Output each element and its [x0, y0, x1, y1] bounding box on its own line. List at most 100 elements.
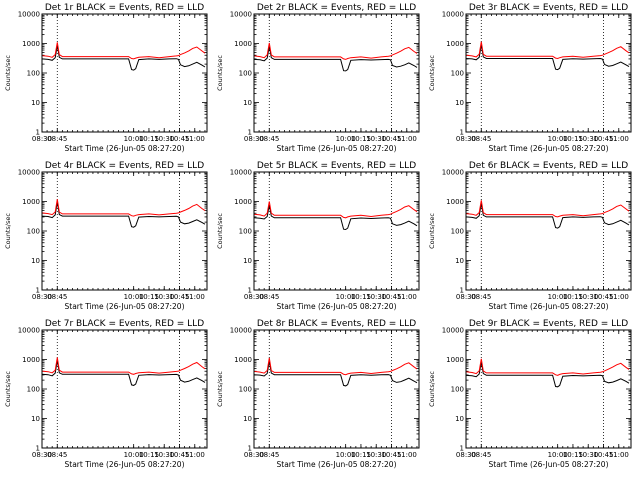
y-tick-label: 100 — [451, 70, 464, 78]
plot-frame — [465, 329, 632, 449]
x-axis-label: Start Time (26-Jun-05 08:27:20) — [277, 460, 397, 469]
x-axis-label: Start Time (26-Jun-05 08:27:20) — [489, 302, 609, 311]
x-axis-label: Start Time (26-Jun-05 08:27:20) — [489, 144, 609, 153]
x-tick-label: 08:30 — [244, 451, 264, 459]
x-tick-label: 08:30 — [456, 135, 476, 143]
y-tick-label: 10000 — [442, 169, 464, 177]
x-ticks — [253, 14, 418, 132]
panel-det-6: Det 6r BLACK = Events, RED = LLD Counts/s… — [428, 161, 632, 311]
x-tick-label: 10:00 — [124, 293, 144, 301]
y-tick-label: 1 — [248, 287, 252, 295]
panel-title: Det 1r BLACK = Events, RED = LLD — [45, 3, 204, 13]
x-tick-label: 10:00 — [336, 451, 356, 459]
panel-title: Det 2r BLACK = Events, RED = LLD — [257, 3, 416, 13]
y-ticks — [254, 329, 419, 449]
y-tick-label: 1 — [460, 129, 464, 137]
y-tick-label: 10 — [243, 415, 252, 423]
x-tick-label: 10:45 — [593, 135, 613, 143]
x-tick-label: 10:15 — [351, 135, 371, 143]
events-series-line — [465, 44, 630, 71]
x-tick-label: 10:00 — [124, 451, 144, 459]
lld-series-line — [465, 41, 630, 60]
x-tick-label: 11:00 — [397, 135, 417, 143]
y-ticks — [254, 13, 419, 133]
lld-series-line — [465, 200, 630, 218]
panel-det-2: Det 2r BLACK = Events, RED = LLD Counts/s… — [216, 3, 420, 153]
y-tick-label: 1000 — [234, 356, 252, 364]
y-axis-label: Counts/sec — [428, 55, 436, 91]
panel-title: Det 3r BLACK = Events, RED = LLD — [469, 3, 628, 13]
x-tick-label: 08:45 — [47, 135, 67, 143]
y-ticks — [466, 329, 631, 449]
y-tick-label: 1 — [460, 287, 464, 295]
lld-series-line — [41, 42, 206, 60]
x-tick-label: 08:30 — [32, 451, 52, 459]
x-tick-label: 10:45 — [169, 451, 189, 459]
x-axis-label: Start Time (26-Jun-05 08:27:20) — [489, 460, 609, 469]
panel-det-9: Det 9r BLACK = Events, RED = LLD Counts/s… — [428, 319, 632, 469]
y-tick-label: 1000 — [234, 40, 252, 48]
lld-series-line — [253, 357, 418, 376]
y-axis-label: Counts/sec — [4, 213, 12, 249]
x-tick-label: 10:15 — [563, 293, 583, 301]
x-tick-label: 10:45 — [381, 451, 401, 459]
y-tick-label: 1000 — [22, 356, 40, 364]
y-axis-label: Counts/sec — [216, 371, 224, 407]
y-tick-label: 10 — [31, 257, 40, 265]
x-tick-label: 10:30 — [366, 135, 386, 143]
y-tick-label: 10 — [31, 99, 40, 107]
x-ticks — [41, 14, 206, 132]
x-tick-label: 11:00 — [609, 293, 629, 301]
x-tick-label: 10:30 — [578, 293, 598, 301]
y-tick-label: 1000 — [446, 40, 464, 48]
events-series-line — [465, 362, 630, 388]
plot-frame — [41, 171, 208, 291]
y-tick-label: 10 — [455, 257, 464, 265]
y-tick-label: 1000 — [234, 198, 252, 206]
y-tick-label: 1 — [460, 445, 464, 453]
x-tick-label: 11:00 — [185, 135, 205, 143]
x-tick-label: 10:45 — [381, 293, 401, 301]
plot-frame — [41, 13, 208, 133]
panel-det-7: Det 7r BLACK = Events, RED = LLD Counts/s… — [4, 319, 208, 469]
y-tick-label: 1 — [36, 445, 40, 453]
y-tick-label: 10000 — [18, 169, 40, 177]
x-ticks — [465, 172, 630, 290]
lld-series-line — [253, 201, 418, 219]
x-tick-label: 08:30 — [32, 135, 52, 143]
x-tick-label: 10:15 — [139, 135, 159, 143]
x-tick-label: 10:00 — [548, 451, 568, 459]
y-axis-label: Counts/sec — [216, 55, 224, 91]
y-ticks — [42, 13, 207, 133]
x-tick-label: 10:30 — [154, 293, 174, 301]
x-axis-label: Start Time (26-Jun-05 08:27:20) — [65, 460, 185, 469]
y-tick-label: 100 — [27, 386, 40, 394]
panel-title: Det 4r BLACK = Events, RED = LLD — [45, 161, 204, 171]
y-tick-label: 1000 — [446, 356, 464, 364]
lld-series-line — [41, 357, 206, 375]
y-ticks — [466, 171, 631, 291]
x-tick-label: 08:45 — [471, 451, 491, 459]
x-tick-label: 11:00 — [185, 293, 205, 301]
x-tick-label: 08:30 — [456, 451, 476, 459]
x-tick-label: 10:00 — [548, 293, 568, 301]
x-tick-label: 10:15 — [563, 135, 583, 143]
y-tick-label: 1 — [36, 129, 40, 137]
x-tick-label: 08:45 — [259, 135, 279, 143]
y-axis-label: Counts/sec — [428, 371, 436, 407]
y-tick-label: 10 — [31, 415, 40, 423]
y-tick-label: 1 — [248, 129, 252, 137]
x-tick-label: 10:30 — [366, 293, 386, 301]
x-tick-label: 10:30 — [366, 451, 386, 459]
x-tick-label: 10:15 — [139, 451, 159, 459]
x-ticks — [465, 14, 630, 132]
x-axis-label: Start Time (26-Jun-05 08:27:20) — [277, 302, 397, 311]
x-axis-label: Start Time (26-Jun-05 08:27:20) — [277, 144, 397, 153]
x-tick-label: 10:30 — [578, 135, 598, 143]
y-tick-label: 1000 — [446, 198, 464, 206]
plot-frame — [253, 13, 420, 133]
lld-series-line — [41, 199, 206, 217]
y-tick-label: 10 — [455, 415, 464, 423]
x-tick-label: 10:30 — [154, 135, 174, 143]
panel-title: Det 7r BLACK = Events, RED = LLD — [45, 319, 204, 329]
